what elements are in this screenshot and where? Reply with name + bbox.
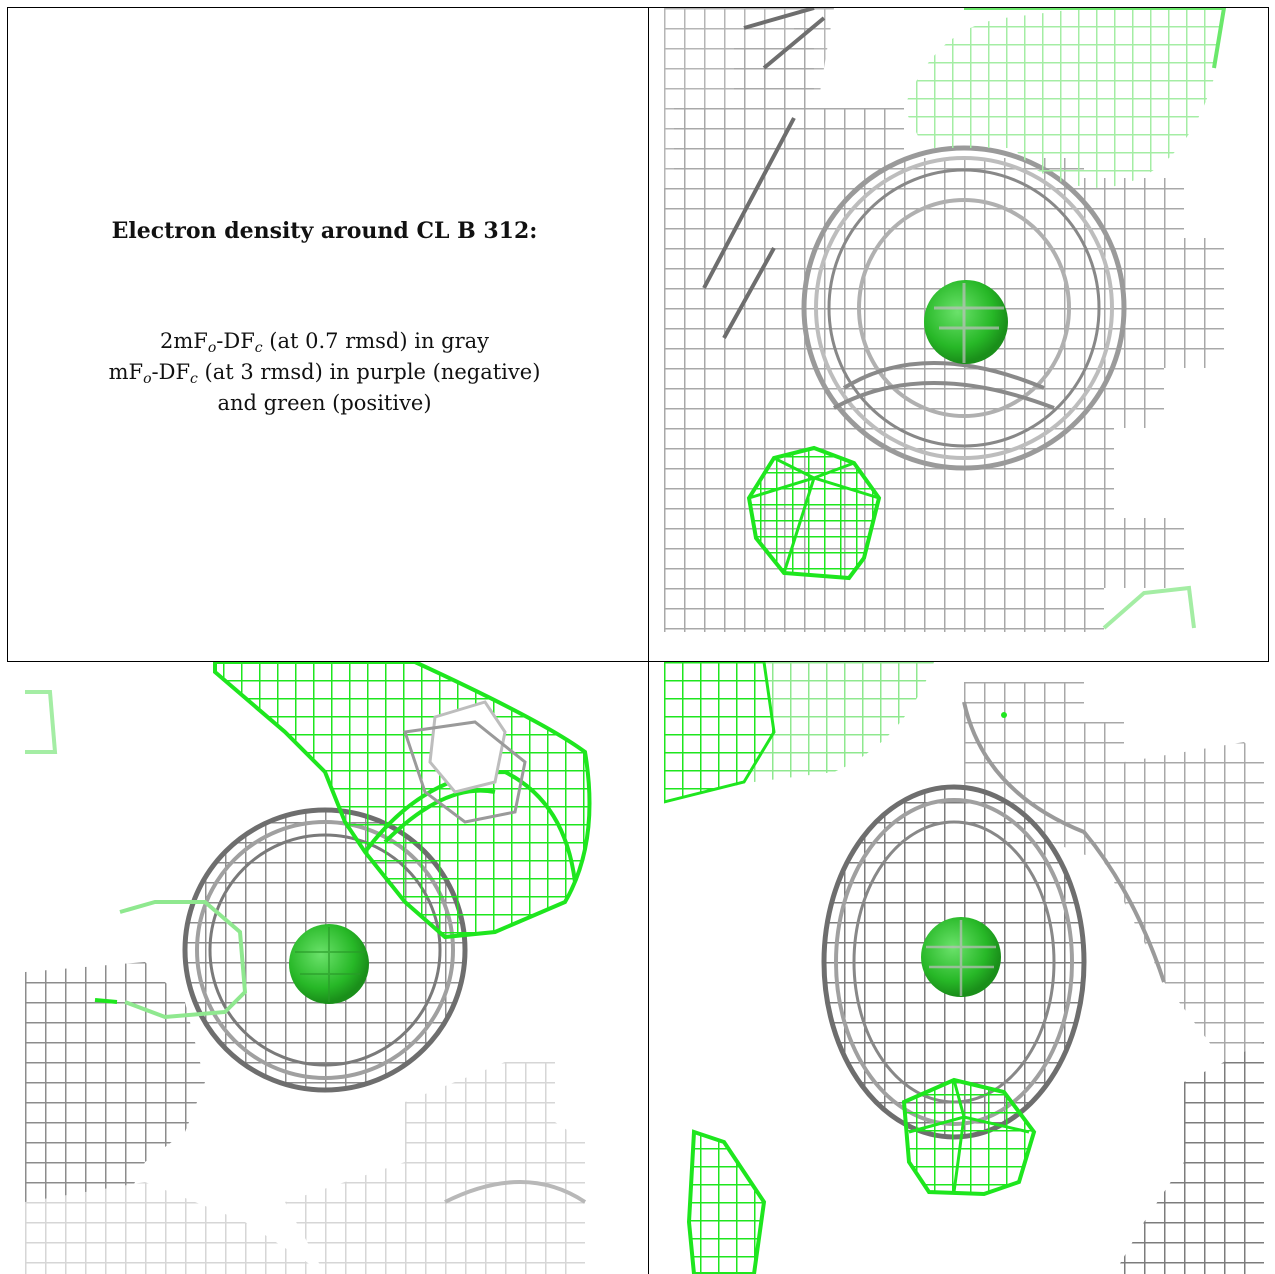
density-view-bottom-right: [664, 662, 1264, 1274]
gray-contour-inner: [208, 833, 442, 1067]
green-mesh-positive: [746, 445, 882, 581]
legend-line-2: mFo-DFc (at 3 rmsd) in purple (negative): [1, 357, 648, 388]
legend-2-sub-o: o: [143, 371, 152, 387]
legend-1-lead: 2mF: [159, 329, 208, 353]
mesh-over-atom: [295, 927, 365, 1002]
legend-2-mid: -DF: [151, 360, 191, 384]
legend-2-lead: mF: [108, 360, 144, 384]
gray-contour-inner: [827, 168, 1101, 448]
green-mesh-top-edge: [964, 8, 1227, 69]
green-mesh-positive-edges: [748, 456, 880, 574]
density-view-top-right: [664, 8, 1227, 632]
gray-mesh-lower-left: [25, 1182, 325, 1274]
gray-contour-core: [857, 198, 1071, 418]
gray-mesh-left-block: [25, 962, 205, 1202]
gray-contour-right: [962, 701, 1166, 983]
green-mesh-top-left: [664, 662, 776, 804]
green-mesh-top-light: [904, 8, 1224, 188]
caption-cell: Electron density around CL B 312: 2mFo-D…: [1, 8, 648, 662]
legend-line-3: and green (positive): [217, 391, 432, 415]
density-view-bottom-left: [25, 662, 592, 1274]
gray-contour-outer: [182, 807, 468, 1093]
legend-1-mid: -DF: [216, 329, 255, 353]
divider-horizontal: [7, 661, 1269, 662]
gray-mesh-over-atom: [934, 283, 1004, 363]
green-mesh-positive: [901, 1077, 1037, 1197]
border-left: [7, 7, 8, 662]
gray-contour-mid: [814, 156, 1114, 460]
gray-mesh-pocket-rim: [403, 720, 527, 824]
green-mesh-fragment: [94, 998, 118, 1004]
green-mesh-faint: [1102, 585, 1196, 630]
green-mesh-bottom-left: [686, 1129, 767, 1274]
green-mesh-speck: [1001, 712, 1007, 718]
gray-mesh-strands: [702, 8, 826, 339]
gray-mesh-over-atom: [926, 920, 996, 996]
gray-mesh-lower-right: [1114, 1042, 1264, 1274]
border-right: [1268, 7, 1269, 662]
legend-1-tail: (at 0.7 rmsd) in gray: [262, 329, 490, 353]
legend-1-sub-c: c: [254, 340, 263, 356]
view-top-right: [664, 8, 1268, 632]
legend-2-tail: (at 3 rmsd) in purple (negative): [197, 360, 541, 384]
gray-mesh-left: [664, 8, 834, 368]
green-mesh-faint-edge: [25, 690, 58, 754]
caption-legend: 2mFo-DFc (at 0.7 rmsd) in gray mFo-DFc (…: [1, 326, 648, 419]
chloride-atom-sphere: [924, 280, 1008, 364]
green-mesh-light-left: [119, 900, 248, 1020]
view-bottom-left: [25, 662, 637, 1274]
gray-contour-band: [833, 361, 1055, 410]
gray-mesh-right-region: [964, 682, 1264, 1102]
view-bottom-right: [664, 662, 1268, 1274]
green-mesh-positive-edges: [908, 1079, 1030, 1193]
caption-title: Electron density around CL B 312:: [111, 218, 538, 244]
gray-contour-lower-right: [444, 1180, 587, 1204]
legend-1-sub-o: o: [207, 340, 217, 356]
legend-line-1: 2mFo-DFc (at 0.7 rmsd) in gray: [1, 326, 648, 357]
gray-contour-mid: [195, 820, 455, 1080]
border-top: [7, 7, 1269, 8]
gray-mesh-lower-right: [285, 1062, 585, 1274]
green-mesh-lobe-contours: [363, 769, 577, 883]
legend-2-sub-c: c: [190, 371, 198, 387]
divider-vertical: [648, 7, 649, 1274]
